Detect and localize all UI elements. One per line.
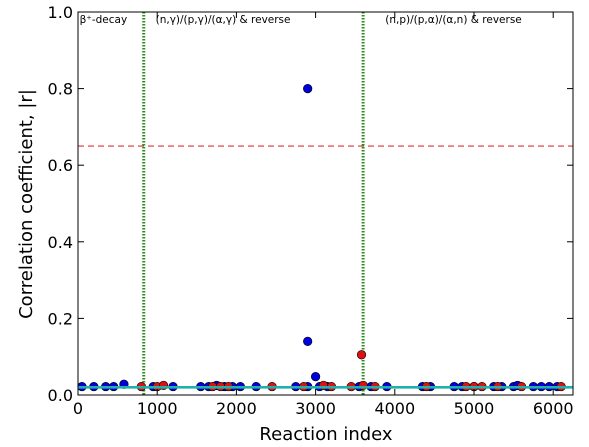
y-tick-label-1: 0.2 [48, 309, 73, 328]
region-label-1: β⁺-decay [80, 14, 128, 26]
plot-area: β⁺-decay (n,γ)/(p,γ)/(α,γ) & reverse (n,p)… [77, 12, 573, 395]
x-tick-label-6: 6000 [533, 399, 574, 418]
plot-frame [77, 11, 574, 396]
axes: 0 1000 2000 3000 4000 5000 6000 0.0 0.2 0.4 0.6 0.8… [48, 3, 574, 418]
y-tick-label-3: 0.6 [48, 156, 73, 175]
y-tick-label-0: 0.0 [48, 386, 73, 405]
data-point-s1-16 [303, 83, 313, 94]
x-axis-label: Reaction index [259, 424, 392, 445]
y-tick-label-4: 0.8 [48, 80, 73, 99]
data-point-s1-17 [303, 336, 313, 346]
y-tick-label-5: 1.0 [48, 3, 73, 22]
y-tick-label-2: 0.4 [48, 233, 73, 252]
data-point-s2-12 [356, 350, 367, 360]
x-tick-label-4: 4000 [374, 399, 415, 418]
region-label-2: (n,γ)/(p,γ)/(α,γ) & reverse [156, 14, 291, 26]
x-tick-label-2: 2000 [216, 399, 257, 418]
region-label-3: (n,p)/(p,α)/(α,n) & reverse [385, 14, 521, 26]
y-axis-label: Correlation coefficient, |r| [16, 89, 37, 319]
x-tick-label-5: 5000 [454, 399, 495, 418]
x-tick-label-3: 3000 [295, 399, 336, 418]
x-tick-label-0: 0 [73, 399, 83, 418]
x-tick-label-1: 1000 [137, 399, 178, 418]
data-point-s1-19 [311, 372, 321, 382]
